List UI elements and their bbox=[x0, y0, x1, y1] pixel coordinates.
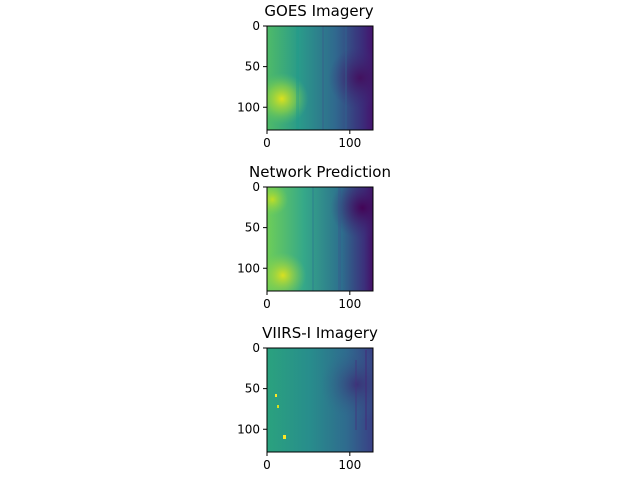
y-tick-label-network-0: 0 bbox=[252, 180, 260, 194]
y-tick-label-network-1: 50 bbox=[245, 221, 260, 235]
y-tick-label-goes-1: 50 bbox=[245, 60, 260, 74]
panel-title-viirs: VIIRS-I Imagery bbox=[262, 324, 378, 342]
y-tick-label-viirs-1: 50 bbox=[245, 382, 260, 396]
tick-layer: 0 100 0 50 100 0 100 0 50 100 0 100 0 50 100 bbox=[237, 19, 361, 472]
panel-title-goes: GOES Imagery bbox=[264, 2, 373, 20]
y-tick-label-viirs-2: 100 bbox=[237, 422, 260, 436]
y-tick-label-network-2: 100 bbox=[237, 261, 260, 275]
panel-title-network: Network Prediction bbox=[249, 163, 391, 181]
y-tick-label-goes-2: 100 bbox=[237, 100, 260, 114]
heatmap-goes bbox=[267, 26, 373, 130]
panel-network: Network Prediction bbox=[249, 163, 391, 292]
heatmap-network bbox=[267, 187, 373, 291]
y-tick-label-goes-0: 0 bbox=[252, 19, 260, 33]
x-tick-label-goes-1: 100 bbox=[338, 136, 361, 150]
y-tick-label-viirs-0: 0 bbox=[252, 341, 260, 355]
x-tick-label-network-0: 0 bbox=[263, 297, 271, 311]
x-tick-label-viirs-1: 100 bbox=[338, 458, 361, 472]
x-tick-label-goes-0: 0 bbox=[263, 136, 271, 150]
x-tick-label-network-1: 100 bbox=[338, 297, 361, 311]
panel-viirs: VIIRS-I Imagery bbox=[262, 324, 378, 453]
panel-goes: GOES Imagery bbox=[264, 2, 374, 131]
heatmap-viirs bbox=[267, 348, 373, 452]
x-tick-label-viirs-0: 0 bbox=[263, 458, 271, 472]
